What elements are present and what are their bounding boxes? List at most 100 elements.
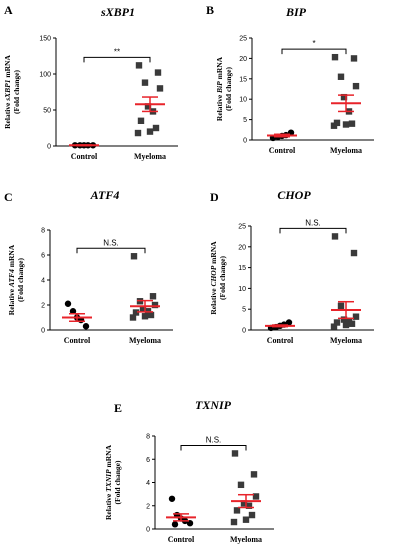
myeloma-data-point bbox=[141, 79, 149, 86]
myeloma-data-point bbox=[156, 85, 164, 92]
x-category-label: Control bbox=[168, 535, 195, 544]
myeloma-data-point bbox=[152, 124, 160, 132]
myeloma-data-point bbox=[352, 82, 360, 90]
y-axis-label-line2: (Fold change) bbox=[218, 256, 227, 300]
myeloma-data-point bbox=[237, 481, 245, 489]
myeloma-data-point bbox=[134, 129, 142, 137]
y-tick-label: 20 bbox=[239, 56, 247, 63]
y-tick-label: 20 bbox=[238, 244, 246, 251]
myeloma-data-point bbox=[147, 311, 155, 319]
y-tick-label: 8 bbox=[41, 228, 45, 235]
y-axis-label-unit: mRNA bbox=[215, 56, 224, 81]
control-data-point bbox=[64, 300, 72, 307]
x-category-label: Myeloma bbox=[129, 336, 161, 345]
panel-letter: A bbox=[4, 3, 13, 17]
y-axis-label-text: Relative bbox=[7, 287, 16, 315]
x-category-label: Control bbox=[267, 336, 294, 345]
significance-bracket bbox=[279, 227, 347, 234]
x-category-label: Myeloma bbox=[134, 152, 166, 161]
chart-title: TXNIP bbox=[195, 398, 232, 412]
y-axis-label: Relative ATF4 mRNA(Fold change) bbox=[7, 244, 25, 315]
y-axis-label: Relative sXBP1 mRNA(Fold change) bbox=[3, 55, 21, 129]
x-category-label: Control bbox=[71, 152, 98, 161]
y-axis-label-line2: (Fold change) bbox=[113, 460, 122, 504]
myeloma-data-point bbox=[151, 301, 159, 309]
y-axis-label-gene: TXNIP bbox=[104, 469, 113, 492]
x-category-label: Control bbox=[269, 146, 296, 155]
y-tick-label: 100 bbox=[39, 72, 51, 79]
myeloma-data-point bbox=[331, 233, 339, 240]
significance-bracket bbox=[180, 444, 247, 451]
significance-label: N.S. bbox=[305, 218, 321, 227]
y-axis-label: Relative BiP mRNA(Fold change) bbox=[215, 56, 233, 121]
myeloma-data-point bbox=[139, 305, 147, 312]
y-axis-label-text: Relative bbox=[209, 287, 218, 315]
control-data-point bbox=[171, 521, 179, 528]
y-tick-label: 0 bbox=[243, 138, 247, 145]
myeloma-data-point bbox=[130, 253, 138, 260]
significance-bracket bbox=[281, 48, 347, 55]
myeloma-data-point bbox=[333, 319, 341, 326]
y-axis-label-gene: ATF4 bbox=[7, 269, 16, 288]
y-tick-label: 0 bbox=[146, 527, 150, 534]
myeloma-data-point bbox=[141, 313, 149, 320]
myeloma-data-point bbox=[350, 249, 358, 257]
y-tick-label: 5 bbox=[242, 307, 246, 314]
x-category-label: Myeloma bbox=[330, 336, 362, 345]
x-category-label: Myeloma bbox=[230, 535, 262, 544]
x-category-label: Myeloma bbox=[330, 146, 362, 155]
myeloma-data-point bbox=[146, 128, 154, 135]
y-axis-label-text: Relative bbox=[104, 492, 113, 520]
y-tick-label: 25 bbox=[239, 36, 247, 43]
y-tick-label: 6 bbox=[41, 253, 45, 260]
y-tick-label: 0 bbox=[47, 144, 51, 151]
y-axis-label-gene: CHOP bbox=[209, 265, 218, 286]
myeloma-data-point bbox=[350, 55, 358, 62]
y-axis-label: Relative TXNIP mRNA(Fold change) bbox=[104, 444, 122, 520]
myeloma-data-point bbox=[149, 293, 157, 300]
y-axis-label-text: Relative bbox=[215, 93, 224, 121]
myeloma-data-point bbox=[154, 69, 162, 76]
myeloma-data-point bbox=[342, 121, 350, 128]
panel-letter: D bbox=[210, 190, 219, 204]
myeloma-data-point bbox=[137, 117, 145, 124]
y-tick-label: 6 bbox=[146, 457, 150, 464]
myeloma-data-point bbox=[337, 73, 345, 80]
y-tick-label: 8 bbox=[146, 434, 150, 441]
chart-title: CHOP bbox=[277, 188, 311, 202]
significance-bracket bbox=[83, 56, 151, 63]
myeloma-data-point bbox=[135, 62, 143, 69]
myeloma-data-point bbox=[132, 309, 140, 316]
chart-panel-e: E TXNIP 0 2 4 6 8 Control Myeloma Relative TXNIP … bbox=[104, 398, 274, 544]
y-axis-label-text: Relative bbox=[3, 101, 12, 129]
y-tick-label: 10 bbox=[239, 97, 247, 104]
y-tick-label: 2 bbox=[41, 303, 45, 310]
chart-panel-d: D CHOP 0 5 10 15 20 25 Control Myeloma Relative CH… bbox=[209, 188, 374, 345]
y-tick-label: 0 bbox=[41, 328, 45, 335]
y-axis-label-unit: mRNA bbox=[3, 55, 12, 80]
y-tick-label: 2 bbox=[146, 503, 150, 510]
y-axis-label-line2: (Fold change) bbox=[16, 258, 25, 302]
y-tick-label: 25 bbox=[238, 224, 246, 231]
y-tick-label: 5 bbox=[243, 117, 247, 124]
y-axis-label-line2: (Fold change) bbox=[224, 67, 233, 111]
significance-label: * bbox=[312, 39, 315, 48]
y-axis-label: Relative CHOP mRNA(Fold change) bbox=[209, 241, 227, 315]
control-data-point bbox=[82, 323, 90, 330]
y-axis-label-unit: mRNA bbox=[104, 444, 113, 469]
y-tick-label: 4 bbox=[146, 480, 150, 487]
y-tick-label: 0 bbox=[242, 328, 246, 335]
y-axis-label-unit: mRNA bbox=[7, 244, 16, 269]
myeloma-data-point bbox=[242, 516, 250, 523]
y-axis-label-gene: sXBP1 bbox=[3, 79, 12, 101]
y-tick-label: 150 bbox=[39, 36, 51, 43]
y-axis-label-gene: BiP bbox=[215, 81, 224, 94]
myeloma-data-point bbox=[330, 122, 338, 129]
panel-letter: C bbox=[4, 190, 13, 204]
myeloma-data-point bbox=[233, 507, 241, 514]
significance-label: ** bbox=[114, 47, 120, 56]
y-tick-label: 4 bbox=[41, 278, 45, 285]
myeloma-data-point bbox=[340, 93, 348, 101]
